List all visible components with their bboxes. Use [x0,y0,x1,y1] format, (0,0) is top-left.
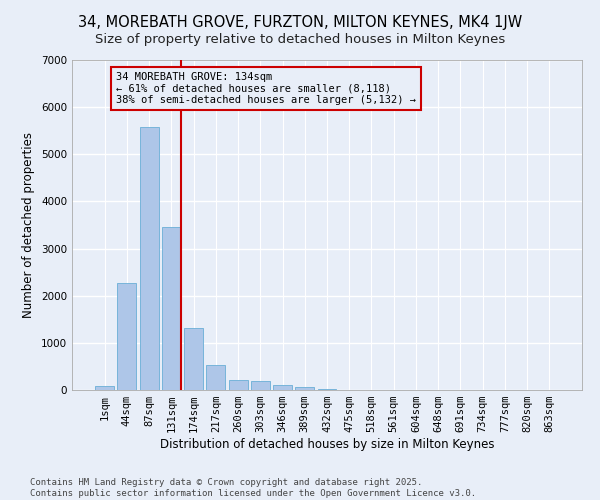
Bar [95,386,114,390]
Bar [206,365,225,390]
Bar [118,282,136,390]
Bar [229,380,248,390]
Text: 34 MOREBATH GROVE: 134sqm
← 61% of detached houses are smaller (8,118)
38% of se: 34 MOREBATH GROVE: 134sqm ← 61% of detac… [116,72,416,105]
X-axis label: Distribution of detached houses by size in Milton Keynes: Distribution of detached houses by size … [160,438,494,451]
Text: Contains HM Land Registry data © Crown copyright and database right 2025.
Contai: Contains HM Land Registry data © Crown c… [30,478,476,498]
Y-axis label: Number of detached properties: Number of detached properties [22,132,35,318]
Bar [184,328,203,390]
Bar [317,388,337,390]
Text: Size of property relative to detached houses in Milton Keynes: Size of property relative to detached ho… [95,32,505,46]
Bar [295,388,314,390]
Text: 34, MOREBATH GROVE, FURZTON, MILTON KEYNES, MK4 1JW: 34, MOREBATH GROVE, FURZTON, MILTON KEYN… [78,15,522,30]
Bar [251,382,270,390]
Bar [140,127,158,390]
Bar [162,228,181,390]
Bar [273,386,292,390]
